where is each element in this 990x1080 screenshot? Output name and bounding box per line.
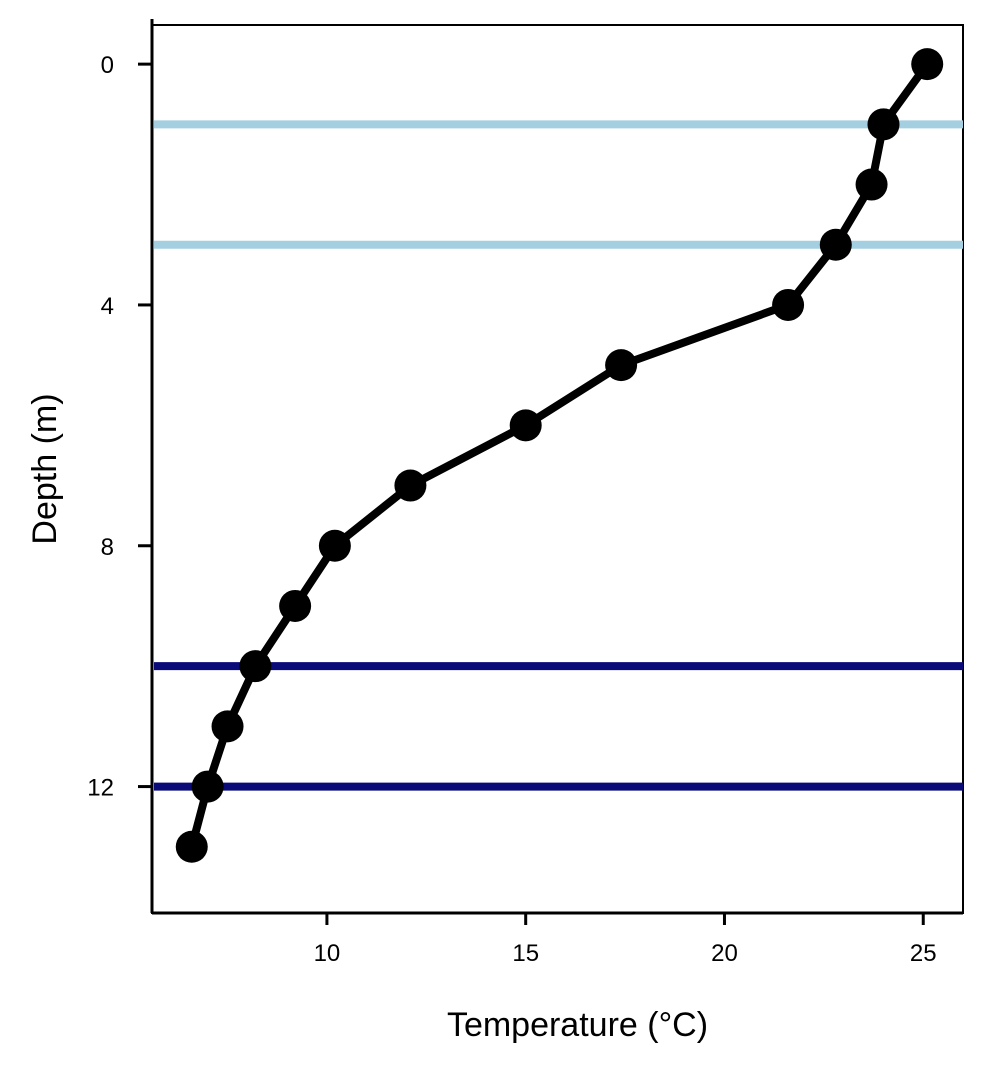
y-tick-label-1: 4 [101, 293, 114, 320]
y-tick-label-2: 8 [101, 534, 114, 561]
x-axis: 10 15 20 25 [314, 913, 937, 967]
plot-frame [150, 19, 964, 915]
x-tick-label-1: 15 [512, 940, 539, 967]
plot-border [151, 24, 964, 914]
data-point-3 [819, 228, 852, 261]
data-point-0 [911, 48, 944, 81]
data-point-9 [279, 589, 312, 622]
y-tick-label-3: 12 [87, 775, 114, 802]
data-point-13 [175, 830, 208, 863]
data-point-7 [394, 469, 427, 502]
x-tick-label-2: 20 [711, 940, 738, 967]
data-point-6 [509, 409, 542, 442]
y-tick-label-0: 0 [101, 52, 114, 79]
series-line-group [187, 60, 932, 851]
reference-lines [154, 120, 963, 791]
x-axis-title: Temperature (°C) [447, 1006, 708, 1044]
x-tick-label-3: 25 [910, 940, 937, 967]
data-point-10 [239, 650, 272, 683]
series-line-0 [187, 60, 932, 851]
series-points-group [175, 48, 944, 863]
y-axis: 0 4 8 12 [87, 52, 152, 802]
data-point-12 [191, 770, 224, 803]
data-point-1 [867, 108, 900, 141]
data-point-2 [855, 168, 888, 201]
data-point-4 [772, 288, 805, 321]
x-tick-label-0: 10 [314, 940, 341, 967]
y-axis-title: Depth (m) [26, 393, 64, 544]
data-point-8 [318, 529, 351, 562]
data-point-11 [211, 710, 244, 743]
data-point-5 [605, 349, 638, 382]
